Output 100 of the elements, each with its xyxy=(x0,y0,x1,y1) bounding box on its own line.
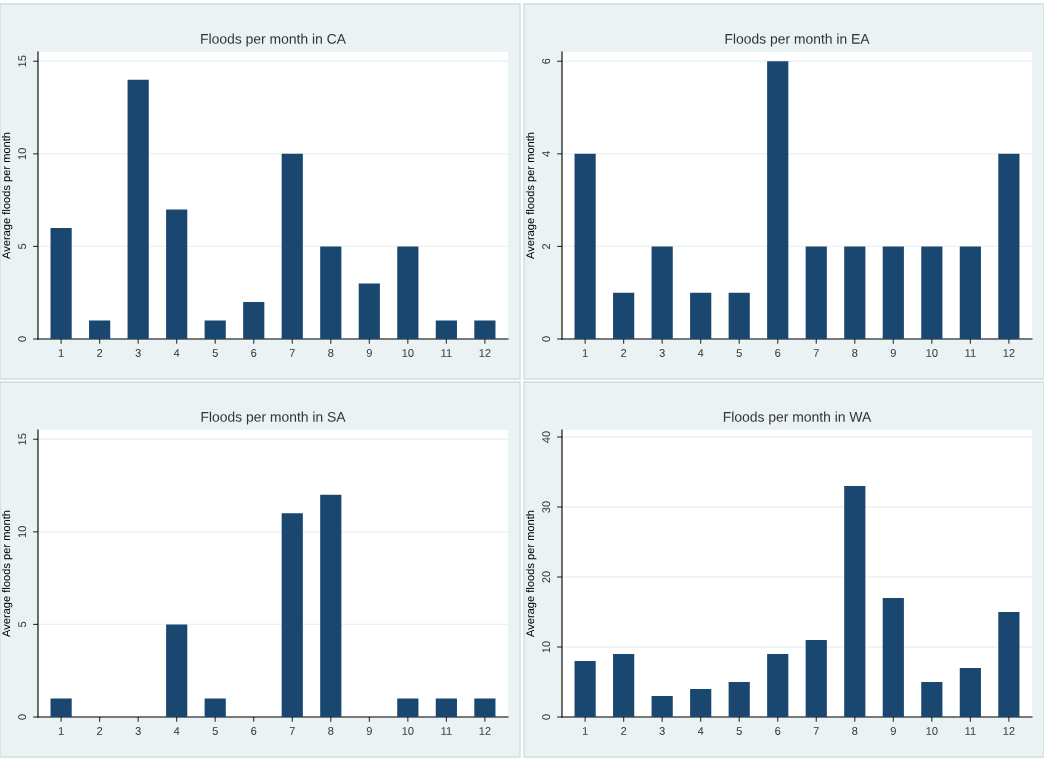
x-tick-label: 7 xyxy=(289,349,295,357)
bar xyxy=(281,513,303,717)
bar xyxy=(998,612,1020,717)
x-tick-label: 9 xyxy=(890,349,896,357)
x-tick-label: 5 xyxy=(212,727,218,735)
x-tick-label: 11 xyxy=(441,727,452,735)
x-tick-label: 11 xyxy=(965,727,976,735)
bar xyxy=(690,689,712,717)
bar xyxy=(651,246,673,339)
x-tick-label: 4 xyxy=(697,727,704,735)
x-tick-label: 4 xyxy=(697,349,704,357)
bar xyxy=(474,320,496,339)
x-tick-label: 6 xyxy=(775,349,781,357)
x-tick-label: 8 xyxy=(852,727,858,735)
x-tick-label: 10 xyxy=(926,349,938,357)
bar xyxy=(358,283,380,339)
y-tick-label: 0 xyxy=(542,336,551,342)
x-tick-label: 6 xyxy=(251,727,257,735)
y-tick-label: 5 xyxy=(18,243,27,250)
bar xyxy=(613,654,635,717)
x-tick-label: 12 xyxy=(479,349,491,357)
x-tick-label: 3 xyxy=(135,727,141,735)
bar xyxy=(50,698,72,717)
x-tick-label: 2 xyxy=(97,727,103,735)
x-tick-label: 7 xyxy=(813,727,819,735)
y-tick-label: 15 xyxy=(18,433,27,445)
x-tick-label: 1 xyxy=(58,727,64,735)
y-axis-title: Average floods per month xyxy=(526,510,537,637)
y-tick-label: 30 xyxy=(542,501,551,513)
bar xyxy=(690,292,712,339)
x-tick-label: 5 xyxy=(212,349,218,357)
y-axis-title: Average floods per month xyxy=(2,132,13,259)
x-tick-label: 11 xyxy=(965,349,976,357)
chart-title: Floods per month in WA xyxy=(723,411,872,425)
x-tick-label: 3 xyxy=(659,349,665,357)
bar xyxy=(651,696,673,717)
y-tick-label: 20 xyxy=(542,571,551,583)
x-tick-label: 3 xyxy=(659,727,665,735)
x-tick-label: 9 xyxy=(366,349,372,357)
x-tick-label: 10 xyxy=(402,727,414,735)
x-tick-label: 3 xyxy=(135,349,141,357)
bar xyxy=(844,246,866,339)
bar xyxy=(397,698,419,717)
x-tick-label: 12 xyxy=(479,727,491,735)
bar xyxy=(435,698,457,717)
y-tick-label: 0 xyxy=(18,336,27,342)
y-tick-label: 2 xyxy=(542,243,550,249)
x-tick-label: 1 xyxy=(582,727,588,735)
x-tick-label: 8 xyxy=(852,349,858,357)
x-tick-label: 8 xyxy=(328,349,334,357)
bar xyxy=(166,624,188,717)
y-axis-title: Average floods per month xyxy=(526,132,537,259)
bar xyxy=(243,301,265,339)
bar xyxy=(998,153,1020,339)
x-tick-label: 9 xyxy=(890,727,896,735)
x-tick-label: 10 xyxy=(926,727,938,735)
bar xyxy=(613,292,635,339)
y-tick-label: 10 xyxy=(18,148,27,160)
y-tick-label: 15 xyxy=(18,55,27,67)
bar xyxy=(805,640,827,717)
bar xyxy=(574,661,596,717)
bar xyxy=(166,209,188,339)
y-tick-label: 4 xyxy=(542,151,550,157)
bar xyxy=(281,153,303,339)
bar xyxy=(320,494,342,717)
y-tick-label: 10 xyxy=(18,526,27,538)
bar xyxy=(204,698,226,717)
bar xyxy=(959,668,981,717)
x-tick-label: 9 xyxy=(366,727,372,735)
x-tick-label: 10 xyxy=(402,349,414,357)
bar xyxy=(204,320,226,339)
chart-title: Floods per month in SA xyxy=(201,411,346,425)
bar xyxy=(574,153,596,339)
y-axis-title: Average floods per month xyxy=(2,510,13,637)
x-tick-label: 4 xyxy=(173,727,180,735)
bar xyxy=(959,246,981,339)
bar xyxy=(728,682,750,717)
bar xyxy=(397,246,419,339)
x-tick-label: 5 xyxy=(736,727,742,735)
bar xyxy=(767,61,789,339)
y-tick-label: 6 xyxy=(542,58,551,64)
y-tick-label: 0 xyxy=(542,714,551,720)
bar xyxy=(435,320,457,339)
bar xyxy=(127,79,149,339)
bar xyxy=(767,654,789,717)
bar xyxy=(844,486,866,717)
x-tick-label: 7 xyxy=(813,349,819,357)
bar xyxy=(882,246,904,339)
bar xyxy=(921,682,943,717)
bar xyxy=(805,246,827,339)
x-tick-label: 2 xyxy=(621,349,627,357)
x-tick-label: 7 xyxy=(289,727,295,735)
x-tick-label: 2 xyxy=(621,727,627,735)
x-tick-label: 1 xyxy=(582,349,588,357)
chart-title: Floods per month in EA xyxy=(725,33,870,47)
y-tick-label: 40 xyxy=(542,431,551,443)
bar xyxy=(882,598,904,717)
bar xyxy=(921,246,943,339)
bar xyxy=(728,292,750,339)
x-tick-label: 12 xyxy=(1003,349,1015,357)
